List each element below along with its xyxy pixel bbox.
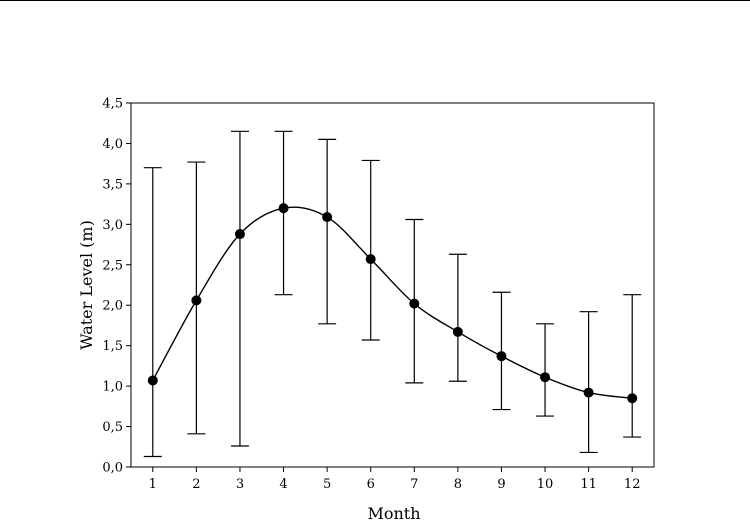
data-point <box>496 351 507 362</box>
x-axis-title: Month <box>367 504 420 523</box>
plot-frame-group <box>130 102 655 468</box>
y-tick-label: 4,0 <box>102 137 123 152</box>
y-tick-label: 3,5 <box>102 177 123 192</box>
data-point <box>322 212 333 223</box>
y-tick-label: 2,0 <box>102 299 123 314</box>
x-tick-label: 2 <box>192 477 200 492</box>
x-tick-label: 7 <box>410 477 418 492</box>
data-point <box>409 298 420 309</box>
x-tick-label: 12 <box>624 477 641 492</box>
data-point <box>540 372 551 383</box>
x-tick-label: 1 <box>149 477 157 492</box>
x-tick-label: 11 <box>580 477 597 492</box>
y-tick-label: 3,0 <box>102 218 123 233</box>
x-tick-label: 5 <box>323 477 331 492</box>
data-point <box>365 254 376 265</box>
data-point <box>278 203 289 214</box>
x-tick-label: 10 <box>537 477 554 492</box>
plot-frame <box>130 102 655 468</box>
series-line <box>152 206 633 399</box>
data-markers <box>147 203 638 404</box>
x-tick-label: 8 <box>454 477 462 492</box>
data-point <box>234 229 245 240</box>
series-line-group <box>152 206 633 399</box>
data-point <box>452 326 463 337</box>
x-tick-label: 9 <box>497 477 505 492</box>
y-tick-label: 0,5 <box>102 420 123 435</box>
data-point <box>583 387 594 398</box>
y-tick-label: 4,5 <box>102 97 123 112</box>
x-axis-ticks: 1 2 3 4 5 6 7 8 9 10 11 12 <box>149 467 641 492</box>
y-tick-label: 0,0 <box>102 461 123 476</box>
error-bars <box>143 130 642 458</box>
y-axis-ticks: 0,0 0,5 1,0 1,5 2,0 2,5 3,0 3,5 4,0 4,5 <box>102 97 131 476</box>
data-point <box>627 393 638 404</box>
y-tick-label: 2,5 <box>102 258 123 273</box>
x-tick-label: 4 <box>279 477 287 492</box>
x-tick-label: 3 <box>236 477 244 492</box>
y-axis-title: Water Level (m) <box>77 220 96 350</box>
top-rule <box>0 0 750 1</box>
data-point <box>191 295 202 306</box>
y-tick-label: 1,0 <box>102 380 123 395</box>
data-point <box>147 375 158 386</box>
x-tick-label: 6 <box>367 477 375 492</box>
y-tick-label: 1,5 <box>102 339 123 354</box>
